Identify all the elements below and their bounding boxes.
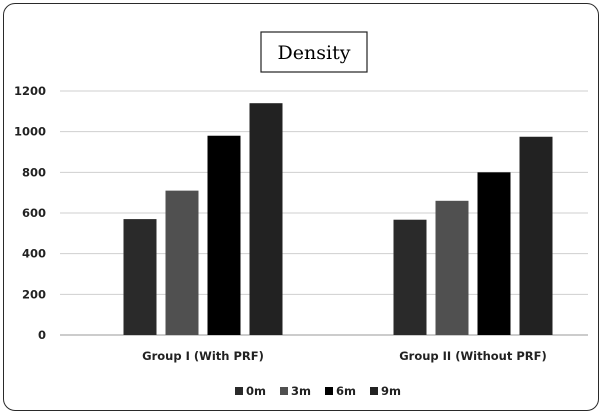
y-axis-ticks: 0 200 400 600 800 1000 1200 <box>14 84 46 342</box>
legend-swatch <box>280 387 288 395</box>
y-tick-label: 800 <box>22 165 46 179</box>
bars <box>123 103 553 335</box>
y-tick-label: 600 <box>22 206 46 220</box>
legend-swatch <box>235 387 243 395</box>
legend-label: 3m <box>291 384 311 398</box>
bar-6m-1 <box>207 135 241 335</box>
y-tick-label: 200 <box>22 287 46 301</box>
bar-3m-1 <box>165 190 199 335</box>
bar-3m-2 <box>435 200 469 335</box>
y-tick-label: 1200 <box>14 84 46 98</box>
legend: 0m 3m 6m 9m <box>235 384 401 398</box>
legend-label: 6m <box>336 384 356 398</box>
bar-0m-2 <box>393 219 427 335</box>
legend-label: 9m <box>381 384 401 398</box>
bar-0m-1 <box>123 219 157 335</box>
chart-title-box: Density <box>260 31 368 73</box>
legend-swatch <box>325 387 333 395</box>
legend-swatch <box>370 387 378 395</box>
chart-title: Density <box>278 42 351 64</box>
chart-frame <box>3 3 599 411</box>
x-category-label: Group I (With PRF) <box>142 349 264 363</box>
legend-label: 0m <box>246 384 266 398</box>
y-tick-label: 0 <box>38 328 46 342</box>
bar-6m-2 <box>477 172 511 335</box>
y-tick-label: 400 <box>22 247 46 261</box>
y-tick-label: 1000 <box>14 125 46 139</box>
bar-9m-2 <box>519 136 553 335</box>
x-axis-categories: Group I (With PRF) Group II (Without PRF) <box>142 349 547 363</box>
x-category-label: Group II (Without PRF) <box>399 349 547 363</box>
bar-9m-1 <box>249 103 283 335</box>
